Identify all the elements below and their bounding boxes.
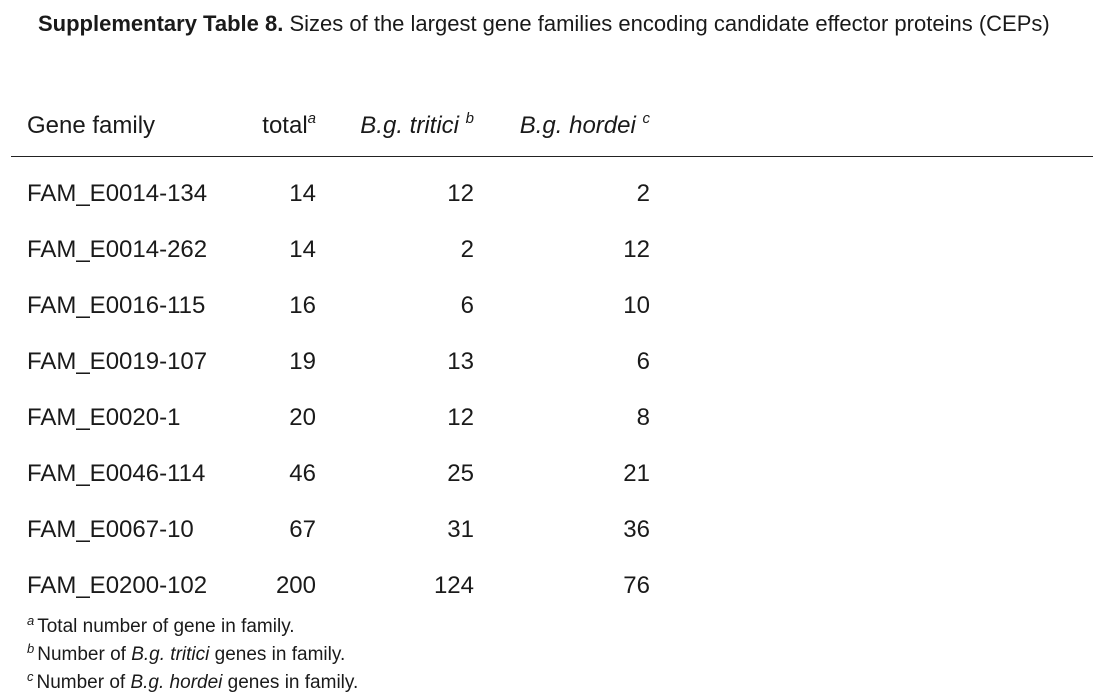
cell-total: 20 xyxy=(289,404,316,431)
header-hordei-footnote-mark: c xyxy=(642,110,651,127)
footnote-c-post: genes in family. xyxy=(222,672,359,693)
table-row: FAM_E0200-102 200 124 76 xyxy=(0,570,1103,602)
footnote-b-pre: Number of xyxy=(37,644,132,665)
cell-gene-family: FAM_E0014-262 xyxy=(27,236,208,263)
cell-tritici: 124 xyxy=(433,572,474,599)
cell-gene-family: FAM_E0019-107 xyxy=(27,348,208,375)
cell-hordei: 12 xyxy=(623,236,650,263)
header-tritici-label: B.g. tritici xyxy=(360,112,459,139)
cell-hordei: 21 xyxy=(623,460,650,487)
cell-total: 16 xyxy=(289,292,316,319)
header-total: totala xyxy=(262,110,316,145)
cell-hordei: 2 xyxy=(636,180,650,207)
footnote-c-pre: Number of xyxy=(36,672,131,693)
footnote-b-mark: b xyxy=(27,641,35,656)
footnote-c-mark: c xyxy=(27,669,34,684)
cell-total: 19 xyxy=(289,348,316,375)
caption-label: Supplementary Table 8. xyxy=(38,11,284,36)
table-row: FAM_E0020-1 20 12 8 xyxy=(0,402,1103,434)
cell-total: 14 xyxy=(289,180,316,207)
table-row: FAM_E0014-134 14 12 2 xyxy=(0,178,1103,210)
header-total-footnote-mark: a xyxy=(307,110,316,127)
cell-total: 46 xyxy=(289,460,316,487)
footnote-b-species: B.g. tritici xyxy=(131,644,210,665)
cell-gene-family: FAM_E0067-10 xyxy=(27,516,194,543)
footnote-b: b Number of B.g. tritici genes in family. xyxy=(27,641,346,668)
footnote-a: a Total number of gene in family. xyxy=(27,613,295,640)
cell-total: 14 xyxy=(289,236,316,263)
cell-tritici: 2 xyxy=(460,236,474,263)
header-rule xyxy=(11,156,1093,157)
cell-gene-family: FAM_E0016-115 xyxy=(27,292,206,319)
table-row: FAM_E0046-114 46 25 21 xyxy=(0,458,1103,490)
cell-hordei: 8 xyxy=(636,404,650,431)
cell-hordei: 36 xyxy=(623,516,650,543)
cell-gene-family: FAM_E0200-102 xyxy=(27,572,208,599)
header-hordei-label: B.g. hordei xyxy=(519,112,636,139)
cell-hordei: 76 xyxy=(623,572,650,599)
cell-tritici: 12 xyxy=(447,404,474,431)
cell-tritici: 6 xyxy=(460,292,474,319)
cell-gene-family: FAM_E0046-114 xyxy=(27,460,206,487)
footnote-a-mark: a xyxy=(27,613,35,628)
table-row: FAM_E0019-107 19 13 6 xyxy=(0,346,1103,378)
table-row: FAM_E0067-10 67 31 36 xyxy=(0,514,1103,546)
cell-hordei: 6 xyxy=(636,348,650,375)
header-hordei: B.g. hordei c xyxy=(520,110,650,145)
caption-text: Sizes of the largest gene families encod… xyxy=(289,11,1050,36)
cell-tritici: 12 xyxy=(447,180,474,207)
cell-tritici: 13 xyxy=(447,348,474,375)
header-tritici: B.g. tritici b xyxy=(360,110,474,145)
table-row: FAM_E0014-262 14 2 12 xyxy=(0,234,1103,266)
header-tritici-footnote-mark: b xyxy=(465,110,474,127)
header-total-label: total xyxy=(262,112,308,139)
cell-gene-family: FAM_E0020-1 xyxy=(27,404,181,431)
footnote-c: c Number of B.g. hordei genes in family. xyxy=(27,669,359,696)
table-caption: Supplementary Table 8. Sizes of the larg… xyxy=(38,9,1088,39)
header-gene-family: Gene family xyxy=(27,112,156,139)
footnote-a-text: Total number of gene in family. xyxy=(37,616,295,637)
footnote-c-species: B.g. hordei xyxy=(130,672,223,693)
table-row: FAM_E0016-115 16 6 10 xyxy=(0,290,1103,322)
cell-gene-family: FAM_E0014-134 xyxy=(27,180,208,207)
footnote-b-post: genes in family. xyxy=(209,644,346,665)
cell-total: 200 xyxy=(275,572,316,599)
cell-tritici: 25 xyxy=(447,460,474,487)
cell-total: 67 xyxy=(289,516,316,543)
cell-tritici: 31 xyxy=(447,516,474,543)
cell-hordei: 10 xyxy=(623,292,650,319)
